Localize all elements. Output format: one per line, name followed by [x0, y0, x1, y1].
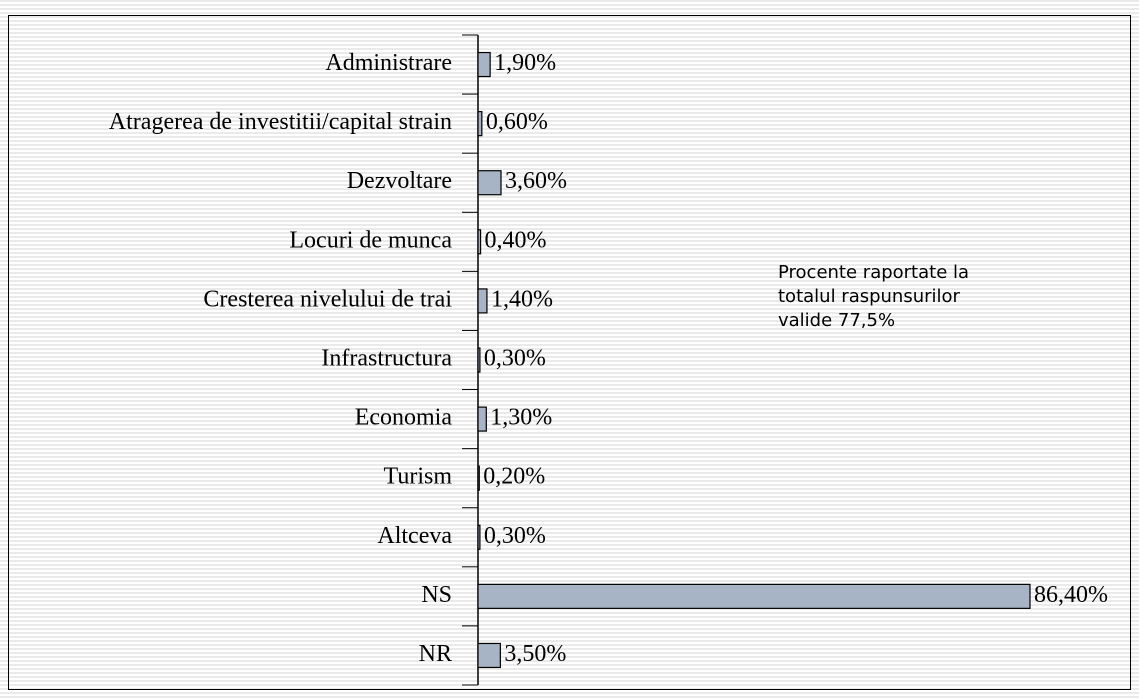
annotation: Procente raportate la [778, 262, 969, 283]
bar [477, 347, 481, 373]
bar [477, 524, 481, 550]
annotation: valide 77,5% [778, 310, 895, 331]
value-label: 0,30% [484, 346, 546, 372]
value-label: 0,20% [483, 464, 545, 490]
value-label: 0,40% [485, 227, 547, 253]
bar [477, 642, 501, 669]
category-label: NR [419, 641, 452, 667]
category-label: Altceva [377, 523, 452, 549]
value-label: 0,60% [486, 109, 548, 135]
bar [477, 170, 502, 196]
value-label: 3,60% [505, 168, 567, 194]
plot-border [8, 15, 1131, 690]
category-label: Administrare [325, 50, 452, 76]
category-label: Turism [384, 464, 453, 490]
value-label: 86,40% [1034, 582, 1108, 608]
category-label: Atragerea de investitii/capital strain [109, 109, 452, 135]
category-label: NS [421, 582, 452, 608]
value-label: 1,90% [494, 50, 556, 76]
value-label: 1,30% [490, 405, 552, 431]
bar [477, 465, 480, 491]
value-label: 3,50% [504, 641, 566, 667]
annotation: totalul raspunsurilor [778, 286, 961, 307]
bar [477, 111, 483, 137]
value-label: 0,30% [484, 523, 546, 549]
category-label: Cresterea nivelului de trai [203, 286, 452, 312]
category-label: Economia [355, 405, 453, 431]
bar [477, 583, 1031, 609]
bar [477, 229, 482, 255]
category-label: Locuri de munca [289, 227, 452, 253]
category-label: Dezvoltare [347, 168, 452, 194]
bar [477, 288, 488, 314]
category-label: Infrastructura [321, 346, 452, 372]
value-label: 1,40% [491, 286, 553, 312]
bar [477, 406, 487, 432]
bar [477, 51, 491, 78]
